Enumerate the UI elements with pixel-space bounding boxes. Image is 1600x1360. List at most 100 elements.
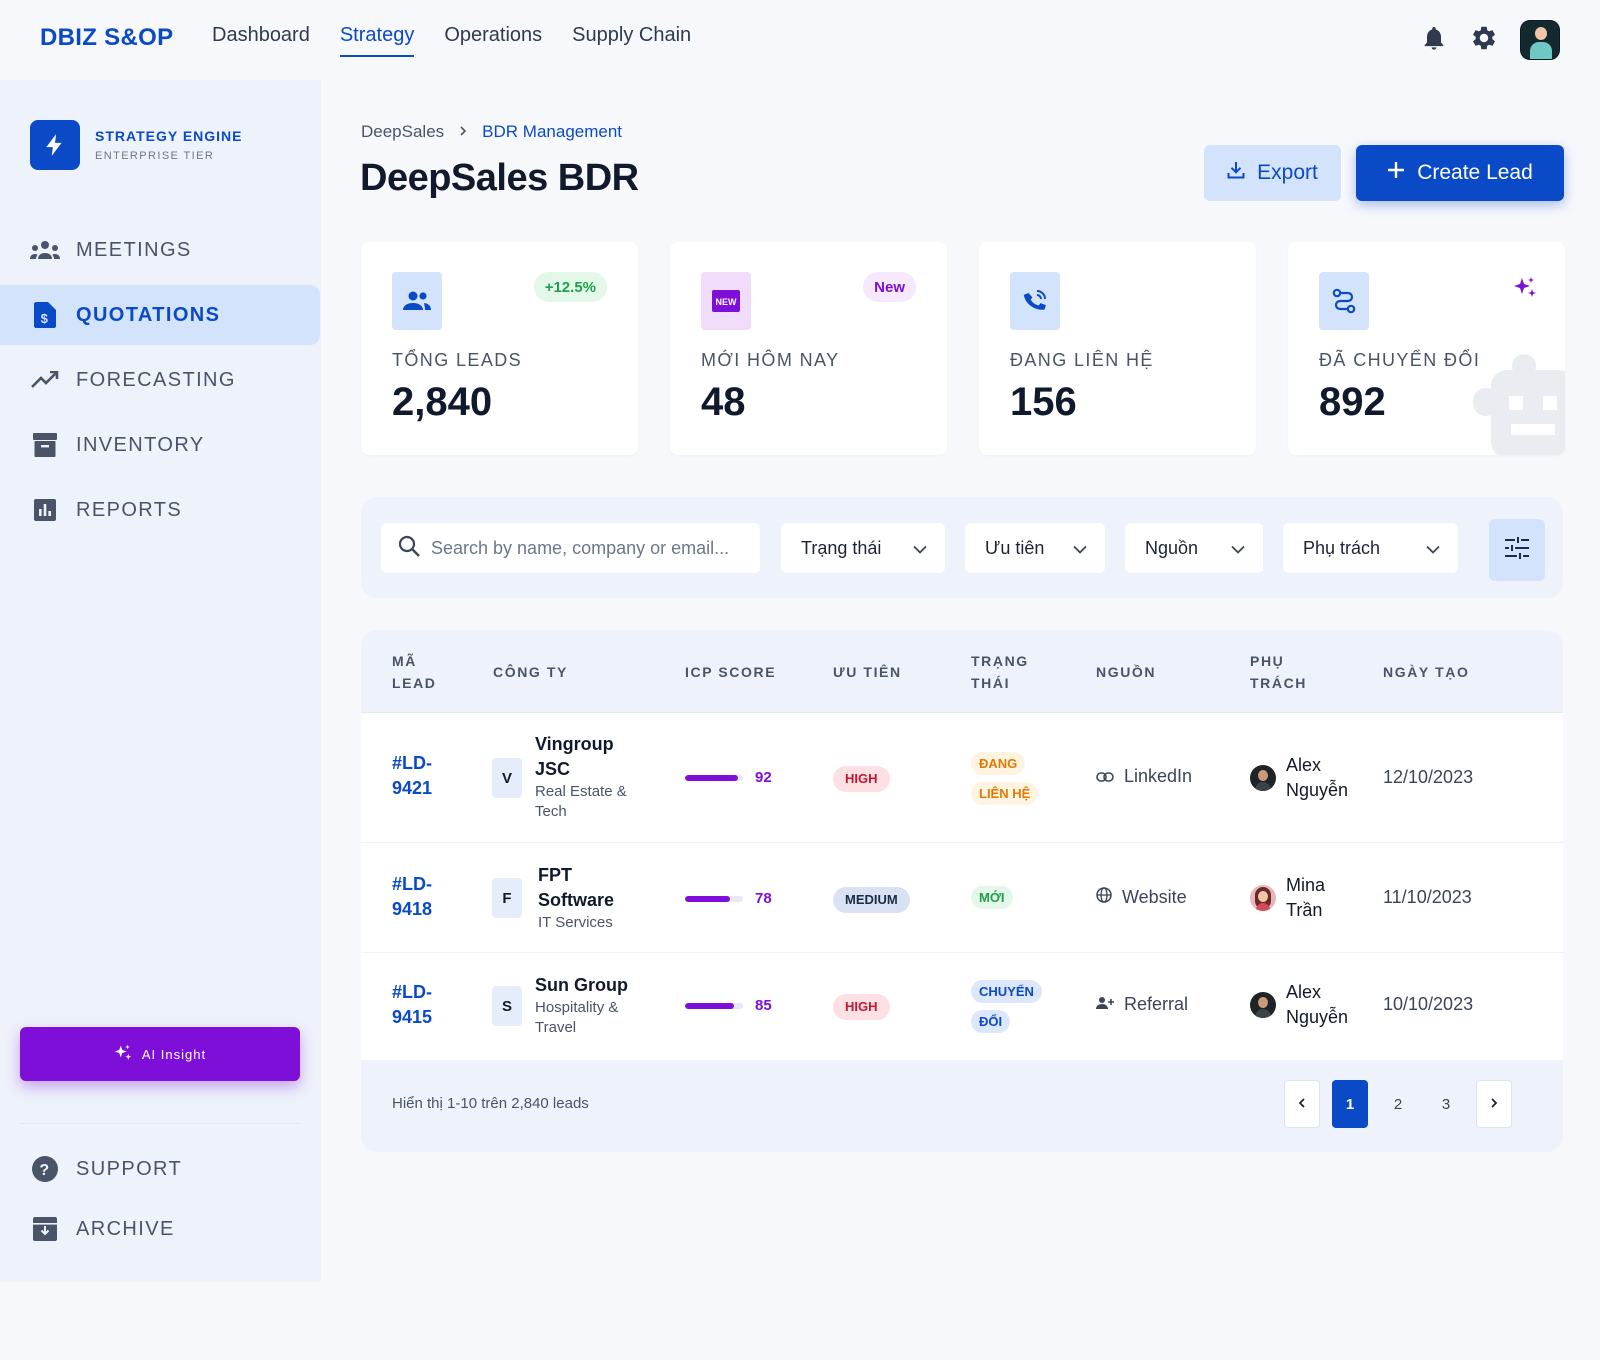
icp-bar-track [685,774,743,781]
topnav-operations[interactable]: Operations [444,24,543,46]
table-row[interactable]: #LD- 9418 F FPT Software IT Services 78 … [361,843,1563,953]
company-initial-avatar: F [492,878,522,918]
table-header: MÃ LEAD CÔNG TY ICP SCORE ƯU TIÊN TRẠNG … [361,630,1563,713]
owner-name: Alex [1286,982,1322,1002]
page-button-2[interactable]: 2 [1393,1095,1403,1113]
page-button-1[interactable]: 1 [1332,1080,1368,1128]
source-cell: LinkedIn [1096,766,1192,787]
col-header-date[interactable]: NGÀY TẠO [1383,664,1470,680]
created-date: 10/10/2023 [1383,994,1474,1014]
export-button[interactable]: Export [1204,145,1341,201]
search-input[interactable] [431,537,751,559]
search-box [381,523,760,573]
avatar-shirt [1530,42,1552,59]
col-header-source[interactable]: NGUỒN [1096,664,1157,680]
col-header-priority[interactable]: ƯU TIÊN [833,664,902,680]
stat-label: ĐANG LIÊN HỆ [1010,350,1154,370]
icp-bar-fill [685,774,739,781]
company-info: Vingroup JSC Real Estate & Tech [535,732,627,822]
sidebar-item-quotations[interactable]: $ QUOTATIONS [0,285,320,345]
sidebar-item-label: MEETINGS [76,238,192,261]
status-cell: CHUYỂN ĐỔI [971,977,1042,1037]
priority-badge: MEDIUM [833,887,910,913]
route-icon [1319,272,1369,330]
topnav-supply-chain[interactable]: Supply Chain [572,24,692,46]
col-header-line: LEAD [392,675,437,691]
owner-name: Nguyễn [1286,1007,1349,1027]
sidebar-item-inventory[interactable]: INVENTORY [0,415,321,475]
col-header-company[interactable]: CÔNG TY [493,664,568,680]
source-label: LinkedIn [1124,766,1193,786]
plus-icon [1387,161,1405,185]
stat-value: 2,840 [392,380,493,424]
topnav-strategy[interactable]: Strategy [339,24,415,57]
lead-id-link[interactable]: #LD- 9415 [392,980,432,1030]
source-filter-select[interactable]: Nguồn [1125,523,1263,573]
filter-bar: Trạng thái Ưu tiên Nguồn Phụ trách [361,497,1563,598]
status-badge: LIÊN HỆ [971,782,1039,805]
table-row[interactable]: #LD- 9415 S Sun Group Hospitality & Trav… [361,953,1563,1060]
topnav-dashboard[interactable]: Dashboard [212,24,310,46]
settings-gear-icon[interactable] [1470,24,1498,57]
breadcrumb-current[interactable]: BDR Management [482,122,623,141]
person-add-icon [1096,994,1114,1015]
chevron-down-icon [1073,538,1087,559]
company-name: Software [538,890,615,910]
lead-id-line: 9421 [392,778,433,798]
company-name: Sun Group [535,975,628,995]
company-info: FPT Software IT Services [538,863,614,933]
advanced-filter-button[interactable] [1489,519,1545,581]
created-date: 12/10/2023 [1383,767,1474,787]
lead-id-link[interactable]: #LD- 9421 [392,751,432,801]
sidebar-item-archive[interactable]: ARCHIVE [0,1200,321,1258]
sidebar-item-label: REPORTS [76,498,183,521]
status-badge: MỚI [971,886,1013,909]
sidebar-item-forecasting[interactable]: FORECASTING [0,350,321,410]
col-header-status[interactable]: TRẠNG THÁI [971,650,1029,694]
page-button-3[interactable]: 3 [1441,1095,1451,1113]
owner-name: Trần [1286,900,1323,920]
stat-card-new-today: NEW New MỚI HÔM NAY 48 [670,242,947,455]
download-icon [1227,161,1245,185]
priority-cell: MEDIUM [833,887,910,913]
ai-insight-button[interactable]: AI Insight [20,1027,300,1081]
owner-filter-select[interactable]: Phụ trách [1283,523,1458,573]
prev-page-button[interactable] [1284,1080,1320,1128]
stats-row: +12.5% TỔNG LEADS 2,840 NEW New MỚI HÔM … [361,242,1565,455]
owner-cell: Alex Nguyễn [1250,753,1348,803]
source-label: Referral [1124,994,1189,1014]
new-releases-icon: NEW [701,272,751,330]
brand-logo[interactable]: DBIZ S&OP [40,24,174,51]
table-row[interactable]: #LD- 9421 V Vingroup JSC Real Estate & T… [361,713,1563,843]
create-lead-button[interactable]: Create Lead [1356,145,1564,201]
icp-bar-track [685,895,743,902]
company-name: FPT [538,865,572,885]
breadcrumb-root[interactable]: DeepSales [361,122,445,141]
priority-filter-select[interactable]: Ưu tiên [965,523,1105,573]
lead-id-line: 9418 [392,899,433,919]
phone-in-talk-icon [1010,272,1060,330]
col-header-line: THÁI [971,675,1011,691]
company-name: JSC [535,759,571,779]
notifications-icon[interactable] [1420,24,1448,57]
svg-text:NEW: NEW [716,297,738,307]
lead-id-link[interactable]: #LD- 9418 [392,872,432,922]
owner-name: Nguyễn [1286,780,1349,800]
col-header-id[interactable]: MÃ LEAD [392,650,437,694]
next-page-button[interactable] [1476,1080,1512,1128]
user-avatar[interactable] [1520,20,1560,60]
lead-id-line: #LD- [392,982,432,1002]
company-industry: IT Services [538,914,613,931]
col-header-owner[interactable]: PHỤ TRÁCH [1250,650,1307,694]
owner-avatar [1250,765,1276,791]
company-initial-avatar: V [492,758,522,798]
priority-cell: HIGH [833,994,890,1020]
status-filter-select[interactable]: Trạng thái [781,523,945,573]
top-nav: Dashboard Strategy Operations Supply Cha… [212,24,691,57]
priority-filter-label: Ưu tiên [985,537,1045,558]
sidebar-item-support[interactable]: ? SUPPORT [0,1140,321,1198]
sidebar-item-meetings[interactable]: MEETINGS [0,220,321,280]
col-header-icp[interactable]: ICP SCORE [685,664,777,680]
sidebar-item-reports[interactable]: REPORTS [0,480,321,540]
stat-card-contacting: ĐANG LIÊN HỆ 156 [979,242,1256,455]
